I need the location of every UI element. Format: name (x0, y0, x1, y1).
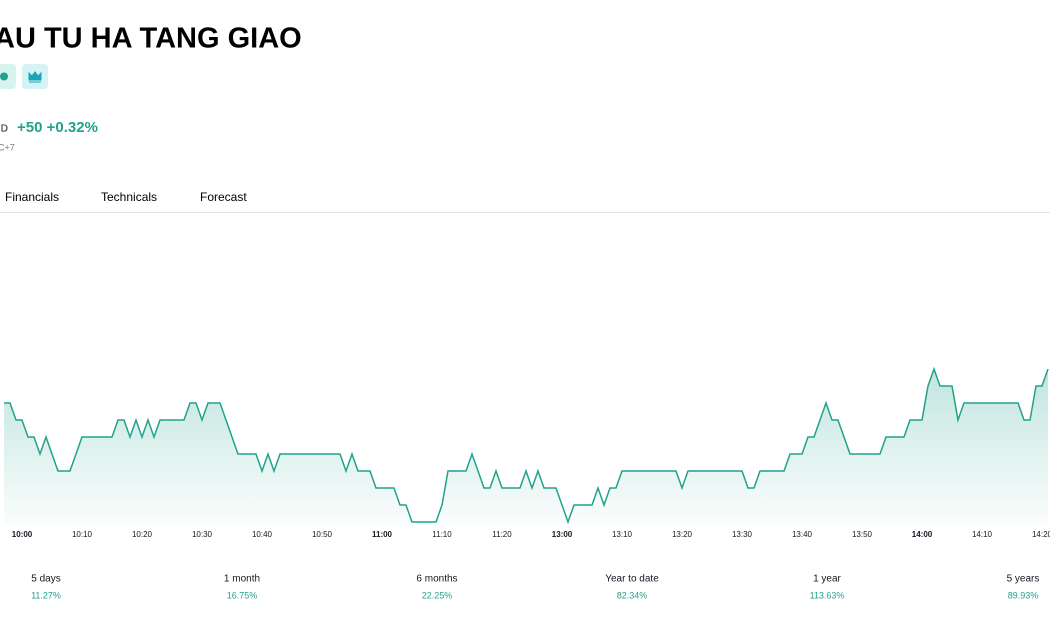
period-change: 82.34% (617, 590, 648, 600)
period-change: 11.27% (31, 590, 61, 600)
x-tick-label: 11:00 (372, 530, 393, 539)
period-label[interactable]: 1 month (224, 574, 260, 585)
x-tick-label: 10:10 (72, 530, 93, 539)
x-tick-label: 10:50 (312, 530, 333, 539)
x-tick-label: 10:20 (132, 530, 153, 539)
x-tick-label: 14:00 (912, 530, 933, 539)
tab[interactable]: Technicals (101, 190, 157, 204)
status-dot (0, 72, 8, 81)
period-change: 16.75% (227, 590, 258, 600)
period-label[interactable]: 5 years (1007, 574, 1040, 585)
x-tick-label: 10:00 (12, 530, 33, 539)
period-label[interactable]: Year to date (605, 574, 659, 585)
tab[interactable]: Forecast (200, 190, 247, 204)
x-tick-label: 14:20 (1032, 530, 1050, 539)
x-tick-label: 11:10 (432, 530, 452, 539)
x-tick-label: 13:10 (612, 530, 633, 539)
period-label[interactable]: 5 days (31, 574, 60, 585)
period-change: 22.25% (422, 590, 453, 600)
timezone: C+7 (0, 142, 15, 152)
period-change: 89.93% (1008, 590, 1039, 600)
x-tick-label: 13:40 (792, 530, 813, 539)
x-tick-label: 14:10 (972, 530, 993, 539)
x-tick-label: 11:20 (492, 530, 512, 539)
x-tick-label: 13:00 (552, 530, 573, 539)
price-change: +50 +0.32% (17, 119, 98, 136)
period-change: 113.63% (810, 590, 845, 600)
chart: 10:00 10:10 10:20 10:30 10:40 10:50 11:00 11:10… (4, 366, 1050, 539)
price-line (4, 366, 1049, 525)
x-tick-label: 10:40 (252, 530, 273, 539)
area-fill (4, 369, 1048, 525)
x-tick-label: 13:50 (852, 530, 873, 539)
period-label[interactable]: 6 months (416, 574, 457, 585)
currency: ID (0, 124, 8, 135)
crown-icon (28, 71, 42, 83)
x-tick-label: 13:20 (672, 530, 693, 539)
x-tick-label: 13:30 (732, 530, 753, 539)
tab[interactable]: Financials (5, 190, 59, 204)
periods: 5 days 11.27% 1 month 16.75% 6 months 22.25% Y… (31, 574, 1039, 601)
title: AU TU HA TANG GIAO (0, 23, 302, 55)
period-label[interactable]: 1 year (813, 574, 841, 585)
x-tick-label: 10:30 (192, 530, 213, 539)
